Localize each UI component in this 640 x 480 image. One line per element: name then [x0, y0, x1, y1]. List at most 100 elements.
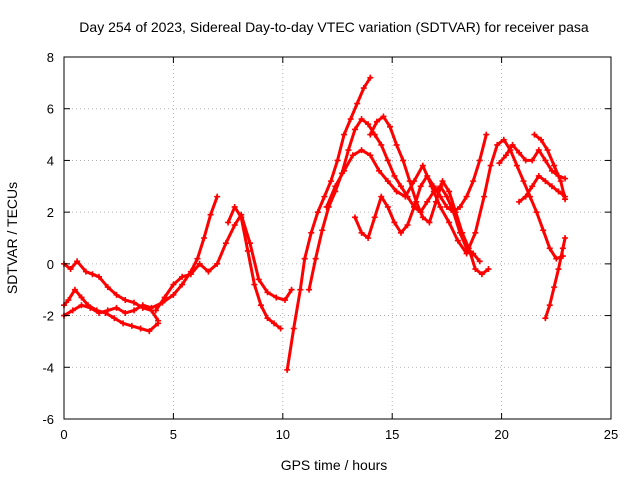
y-axis-label: SDTVAR / TECUs: [4, 182, 20, 294]
data-point: [71, 286, 78, 293]
y-tick-label: 4: [47, 153, 54, 168]
data-point: [540, 227, 547, 234]
data-point: [378, 141, 385, 148]
data-point: [535, 147, 542, 154]
data-point: [345, 147, 352, 154]
data-point: [391, 172, 398, 179]
data-point: [551, 284, 558, 291]
data-point: [297, 286, 304, 293]
data-point: [413, 198, 420, 205]
data-point: [522, 193, 529, 200]
data-point: [393, 188, 400, 195]
data-point: [360, 85, 367, 92]
data-point: [384, 157, 391, 164]
data-point: [65, 297, 72, 304]
data-point: [74, 258, 81, 265]
data-point: [82, 268, 89, 275]
data-point: [122, 297, 129, 304]
data-point: [323, 203, 330, 210]
data-point: [513, 162, 520, 169]
x-tick-label: 25: [604, 427, 618, 442]
series-arc-14: [542, 235, 569, 322]
data-point: [553, 255, 560, 262]
data-point: [365, 121, 372, 128]
data-point: [537, 136, 544, 143]
data-point: [463, 250, 470, 257]
data-point: [400, 157, 407, 164]
data-point: [179, 281, 186, 288]
data-point: [393, 141, 400, 148]
y-tick-label: 2: [47, 205, 54, 220]
data-point: [148, 304, 155, 311]
data-point: [424, 198, 431, 205]
data-point: [271, 320, 278, 327]
data-point: [327, 178, 334, 185]
data-point: [557, 178, 564, 185]
data-point: [548, 183, 555, 190]
data-point: [354, 100, 361, 107]
data-point: [544, 147, 551, 154]
data-point: [301, 255, 308, 262]
y-tick-label: 6: [47, 102, 54, 117]
data-point: [341, 167, 348, 174]
data-point: [546, 302, 553, 309]
data-point: [406, 178, 413, 185]
series-arc-5: [225, 203, 284, 332]
data-point: [170, 291, 177, 298]
data-point: [380, 113, 387, 120]
data-point: [122, 309, 129, 316]
data-point: [312, 255, 319, 262]
data-point: [308, 229, 315, 236]
series-arc-6: [284, 74, 374, 373]
data-point: [535, 172, 542, 179]
data-point: [341, 131, 348, 138]
data-point: [555, 188, 562, 195]
data-point: [332, 183, 339, 190]
data-point: [446, 219, 453, 226]
series-arc-4: [152, 211, 295, 314]
data-point: [437, 203, 444, 210]
data-point: [179, 273, 186, 280]
data-point: [225, 219, 232, 226]
data-point: [481, 193, 488, 200]
data-point: [432, 198, 439, 205]
data-point: [214, 193, 221, 200]
series-arc-9: [352, 131, 490, 241]
series-line: [62, 259, 160, 323]
x-axis-label: GPS time / hours: [281, 457, 388, 473]
series-line: [517, 174, 567, 204]
data-point: [373, 118, 380, 125]
data-point: [358, 147, 365, 154]
x-tick-label: 20: [494, 427, 508, 442]
y-tick-label: 0: [47, 257, 54, 272]
data-point: [404, 222, 411, 229]
data-point: [131, 307, 138, 314]
axis-ticks: 0 5 10 15 20 25 -6 -4 -2 0 2 4 6 8: [42, 50, 618, 442]
data-point: [391, 219, 398, 226]
data-point: [500, 136, 507, 143]
x-tick-label: 0: [60, 427, 67, 442]
data-point: [111, 315, 118, 322]
data-point: [397, 229, 404, 236]
data-point: [502, 152, 509, 159]
data-point: [533, 209, 540, 216]
data-point: [371, 214, 378, 221]
data-point: [542, 315, 549, 322]
data-point: [487, 162, 494, 169]
data-point: [531, 131, 538, 138]
data-point: [334, 157, 341, 164]
data-point: [522, 157, 529, 164]
data-point: [290, 325, 297, 332]
x-tick-label: 15: [385, 427, 399, 442]
data-point: [314, 209, 321, 216]
data-point: [463, 193, 470, 200]
data-point: [238, 214, 245, 221]
data-point: [516, 198, 523, 205]
data-point: [459, 229, 466, 236]
data-point: [231, 222, 238, 229]
data-point: [161, 294, 168, 301]
data-point: [419, 214, 426, 221]
data-point: [152, 307, 159, 314]
data-point: [478, 271, 485, 278]
data-point: [137, 325, 144, 332]
